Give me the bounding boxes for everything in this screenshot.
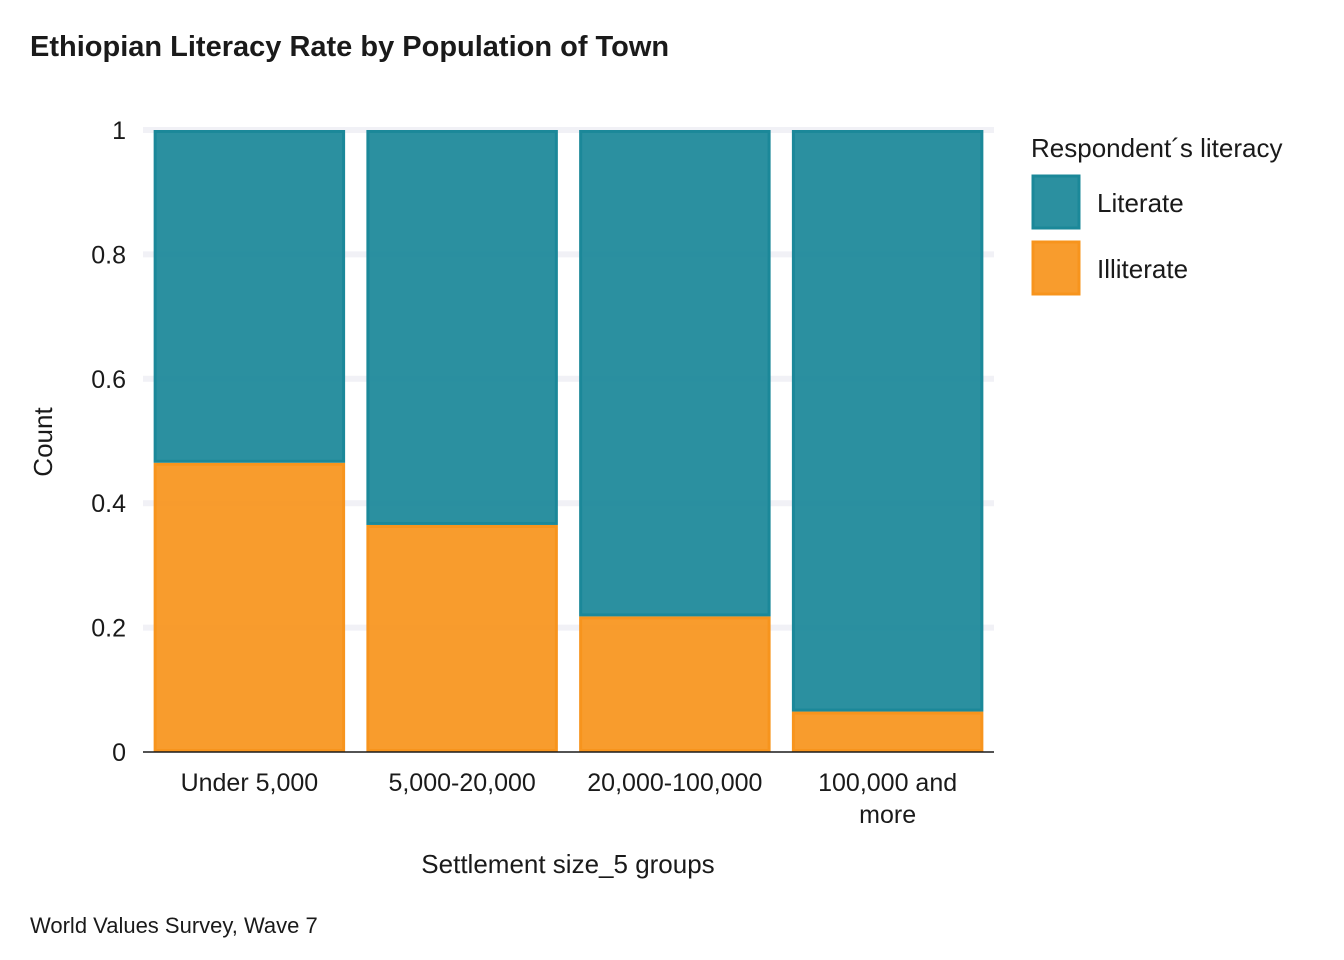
y-tick-label: 0.2	[91, 615, 126, 643]
x-tick-label-line: 100,000 and	[818, 769, 957, 797]
bar-illiterate-2	[579, 616, 771, 752]
legend-title: Respondent´s literacy	[1031, 133, 1282, 163]
y-tick-label: 0	[112, 739, 126, 767]
chart-title: Ethiopian Literacy Rate by Population of…	[30, 31, 669, 63]
x-axis-label: Settlement size_5 groups	[421, 849, 714, 879]
bar-illiterate-0	[153, 462, 346, 752]
bar-literate-2	[579, 130, 771, 617]
y-tick-label: 1	[112, 117, 126, 145]
legend-label-literate: Literate	[1097, 188, 1184, 218]
legend-swatch-illiterate	[1031, 240, 1081, 296]
caption: World Values Survey, Wave 7	[30, 913, 318, 938]
x-tick-label: Under 5,000	[181, 769, 319, 797]
y-tick-label: 0.4	[91, 490, 126, 518]
bar-literate-0	[153, 130, 346, 463]
x-axis-ticks: Under 5,000 5,000-20,000 20,000-100,000 100…	[181, 769, 958, 829]
x-tick-label: 100,000 and more	[818, 769, 957, 829]
bar-literate-3	[791, 130, 984, 712]
x-tick-label-line: Under 5,000	[181, 769, 319, 797]
x-tick-label-line: 5,000-20,000	[388, 769, 535, 797]
bars	[153, 130, 984, 753]
y-tick-label: 0.6	[91, 366, 126, 394]
y-tick-label: 0.8	[91, 241, 126, 269]
bar-literate-1	[366, 130, 558, 525]
legend: Respondent´s literacy Literate Illiterate	[1031, 133, 1282, 296]
y-axis-label: Count	[28, 407, 58, 477]
bar-illiterate-1	[366, 524, 558, 752]
legend-swatch-literate	[1031, 174, 1081, 230]
y-axis-ticks: 0 0.2 0.4 0.6 0.8 1	[91, 117, 126, 767]
x-tick-label-line: more	[859, 801, 916, 829]
x-tick-label-line: 20,000-100,000	[587, 769, 762, 797]
x-tick-label: 5,000-20,000	[388, 769, 535, 797]
x-tick-label: 20,000-100,000	[587, 769, 762, 797]
bar-illiterate-3	[791, 711, 984, 753]
legend-label-illiterate: Illiterate	[1097, 254, 1188, 284]
